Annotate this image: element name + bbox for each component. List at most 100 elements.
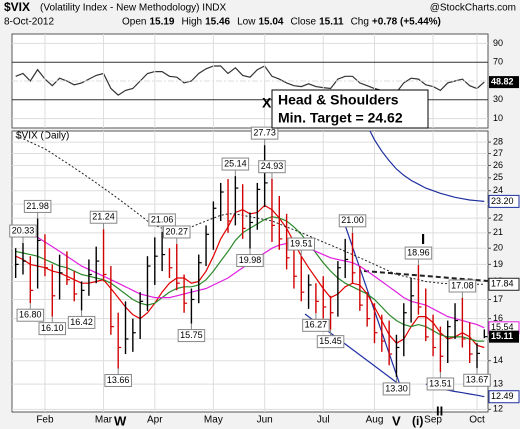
y-tick-label: 13	[493, 378, 503, 388]
annotation-box	[271, 89, 429, 129]
price-label: 27.73	[253, 128, 276, 138]
quote-label: High	[182, 17, 203, 28]
last-value-box	[489, 76, 519, 89]
x-tick-label: May	[204, 415, 223, 426]
x-tick-label: Jun	[257, 415, 273, 426]
price-label: 21.00	[341, 215, 364, 225]
chart-title: $VIX	[4, 0, 30, 14]
price-label-box	[67, 315, 96, 329]
x-tick-label: Feb	[36, 415, 54, 426]
rsi-line	[15, 65, 485, 96]
y-tick-label: 22	[493, 213, 503, 223]
annotation: (i)	[412, 414, 423, 428]
quote-value: +0.78 (+5.44%)	[372, 17, 441, 28]
price-label-box	[104, 373, 132, 387]
annotation: Head & Shoulders	[278, 92, 399, 108]
price-label-box	[163, 225, 191, 239]
price-label-box	[236, 254, 264, 268]
last-value-label: 23.20	[491, 196, 514, 206]
last-value-label: 17.84	[491, 279, 514, 289]
price-label: 16.42	[70, 317, 93, 327]
y-tick-label: 12	[493, 404, 503, 414]
rsi-tick-label: 90	[493, 38, 503, 48]
price-label-box	[250, 126, 279, 140]
y-tick-label: 24	[493, 185, 503, 195]
price-label-box	[404, 246, 433, 260]
price-label-box	[426, 377, 455, 391]
last-value-label: 12.49	[491, 391, 514, 401]
annotation: II	[436, 403, 443, 418]
price-label: 16.27	[305, 320, 328, 330]
price-label-box	[287, 237, 316, 251]
x-tick-label: Jul	[317, 415, 330, 426]
main-panel	[11, 130, 489, 413]
rsi-tick-label: 70	[493, 57, 503, 67]
last-value-label: 48.82	[491, 76, 514, 86]
chart-subtitle: (Volatility Index - New Methodology) IND…	[40, 3, 227, 14]
date: 8-Oct-2012	[4, 17, 54, 28]
price-label: 21.24	[92, 212, 115, 222]
y-tick-label: 28	[493, 136, 503, 146]
annotation: V	[392, 413, 401, 428]
price-label: 13.67	[466, 375, 489, 385]
price-label: 15.75	[180, 330, 203, 340]
price-label: 16.80	[19, 310, 42, 320]
quote-value: 15.46	[205, 17, 230, 28]
annotation: W	[114, 413, 127, 428]
y-tick-label: 14	[493, 355, 503, 365]
watermark: @StockCharts.com	[430, 3, 516, 14]
price-label-box	[258, 160, 286, 174]
price-label-box	[148, 213, 176, 227]
price-label: 13.30	[385, 383, 408, 393]
price-label-box	[302, 318, 330, 332]
x-tick-label: Mar	[95, 415, 113, 426]
main-plot	[14, 131, 488, 398]
price-label-box	[221, 157, 250, 171]
quote-label: Low	[237, 17, 256, 28]
x-tick-label: Aug	[366, 415, 384, 426]
price-label-box	[448, 279, 477, 293]
price-label: 21.06	[151, 214, 174, 224]
price-label: 20.27	[166, 226, 189, 236]
price-label-box	[9, 224, 37, 238]
neckline	[363, 270, 488, 282]
price-label: 15.45	[319, 336, 342, 346]
y-tick-label: 19	[493, 259, 503, 269]
rsi-tick-label: 30	[493, 94, 503, 104]
quote-label: Close	[291, 17, 317, 28]
last-value-box	[488, 194, 520, 208]
last-value-box	[489, 330, 519, 343]
last-value-box	[488, 277, 520, 291]
price-label: 17.08	[451, 280, 474, 290]
price-label: 19.51	[290, 238, 313, 248]
price-label-box	[463, 373, 491, 387]
quote-label: Open	[122, 17, 146, 28]
annotation: Min. Target = 24.62	[278, 110, 403, 126]
y-tick-label: 20	[493, 243, 503, 253]
price-label-box	[16, 308, 45, 322]
y-tick-label: 17	[493, 294, 503, 304]
last-value-box	[488, 390, 520, 404]
price-label-box	[23, 199, 52, 213]
y-tick-label: 26	[493, 160, 503, 170]
y-tick-label: 16	[493, 313, 503, 323]
price-label-box	[338, 214, 367, 228]
quote-value: 15.19	[149, 17, 174, 28]
quote: Open 15.19 High 15.46 Low 15.04 Close 15.11 Chg +…	[122, 17, 441, 28]
last-value-label: 15.54	[491, 322, 514, 332]
price-label: 24.93	[261, 161, 284, 171]
y-tick-label: 27	[493, 148, 503, 158]
legend: $VIX (Daily)	[16, 131, 69, 142]
price-label-box	[316, 335, 345, 349]
x-tick-label: Sep	[424, 415, 442, 426]
y-tick-label: 25	[493, 172, 503, 182]
price-label-box	[89, 210, 118, 224]
series-line	[369, 131, 485, 202]
price-label: 19.98	[239, 255, 262, 265]
annotation: X	[262, 95, 272, 111]
price-label: 13.51	[429, 378, 452, 388]
quote-value: 15.04	[258, 17, 283, 28]
price-label: 21.98	[26, 201, 49, 211]
